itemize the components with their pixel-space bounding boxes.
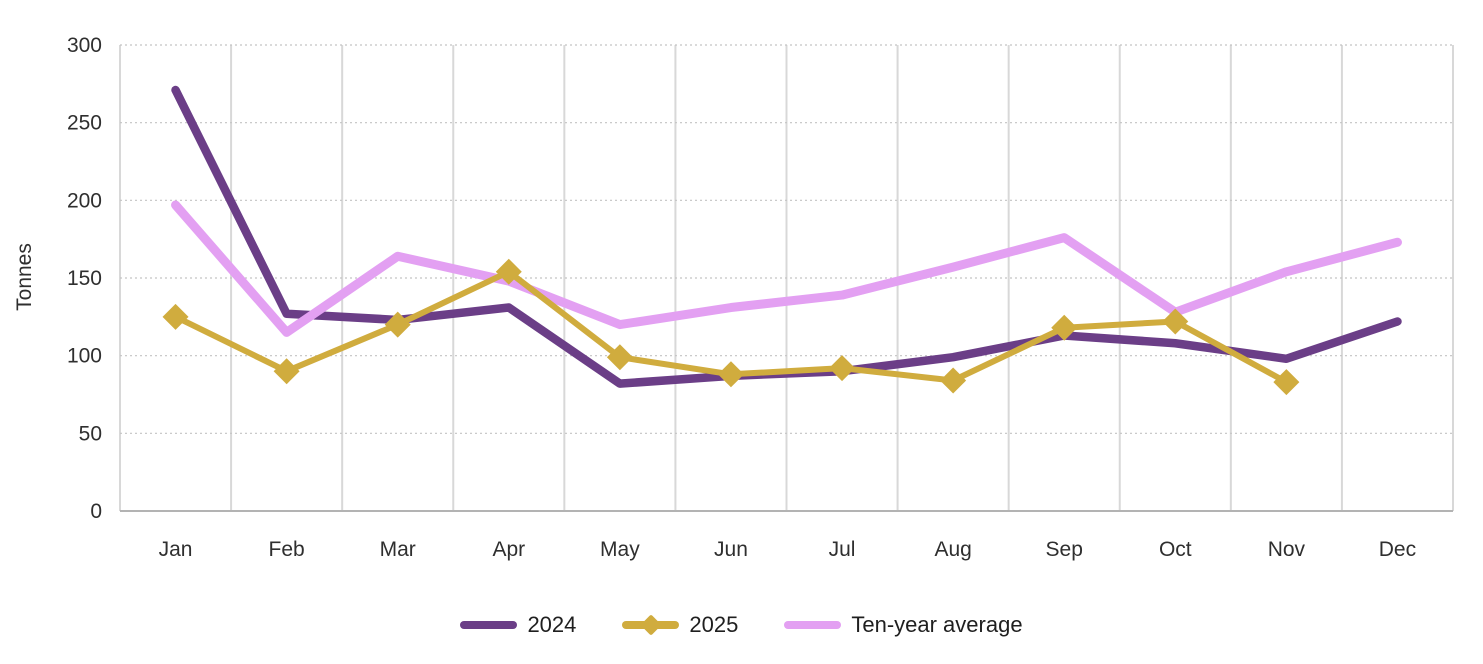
y-tick-label: 100: [67, 345, 102, 368]
x-tick-label: Aug: [934, 538, 971, 561]
y-tick-label: 150: [67, 267, 102, 290]
legend-label-2025: 2025: [689, 612, 739, 637]
series-marker-diamond-2025: [606, 344, 633, 371]
series-marker-diamond-2025: [162, 303, 189, 330]
y-tick-label: 250: [67, 112, 102, 135]
series-marker-diamond-2025: [273, 358, 300, 385]
series-marker-diamond-2025: [495, 258, 522, 285]
legend-label-ten-year-average: Ten-year average: [851, 612, 1023, 637]
series-marker-diamond-2025: [1162, 308, 1189, 335]
x-tick-label: Jun: [714, 538, 748, 561]
legend: 2024 2025 Ten-year average: [0, 612, 1483, 638]
x-tick-label: Nov: [1268, 538, 1306, 561]
legend-line-swatch-icon: [622, 614, 680, 636]
x-tick-label: Sep: [1046, 538, 1083, 561]
y-tick-label: 50: [79, 422, 102, 445]
legend-item-ten-year-average: Ten-year average: [784, 612, 1023, 638]
x-tick-label: Oct: [1159, 538, 1192, 561]
x-tick-label: Jan: [159, 538, 193, 561]
x-tick-label: Apr: [492, 538, 525, 561]
y-axis-title: Tonnes: [13, 243, 36, 311]
series-marker-diamond-2025: [829, 355, 856, 382]
legend-label-2024: 2024: [527, 612, 577, 637]
y-tick-label: 200: [67, 189, 102, 212]
chart-plot-area: 0 50 100 150 200 250 300 Jan Feb Mar Apr May Jun Jul A…: [67, 34, 1454, 561]
legend-line-swatch-icon: [784, 621, 842, 629]
x-tick-label: Feb: [269, 538, 305, 561]
series-marker-diamond-2025: [384, 311, 411, 338]
series-marker-diamond-2025: [940, 367, 967, 394]
series-marker-diamond-2025: [1273, 369, 1300, 396]
x-tick-label: May: [600, 538, 640, 561]
legend-item-2025: 2025: [622, 612, 738, 638]
legend-line-swatch-icon: [460, 621, 518, 629]
legend-diamond-marker-icon: [640, 614, 662, 636]
x-tick-label: Dec: [1379, 538, 1416, 561]
y-tick-label: 0: [90, 500, 102, 523]
legend-item-2024: 2024: [460, 612, 576, 638]
series-marker-diamond-2025: [717, 361, 744, 388]
series-marker-diamond-2025: [1051, 314, 1078, 341]
x-tick-label: Mar: [380, 538, 416, 561]
y-tick-label: 300: [67, 34, 102, 57]
x-tick-label: Jul: [829, 538, 856, 561]
series-line-ten-year-average: [171, 200, 1402, 337]
